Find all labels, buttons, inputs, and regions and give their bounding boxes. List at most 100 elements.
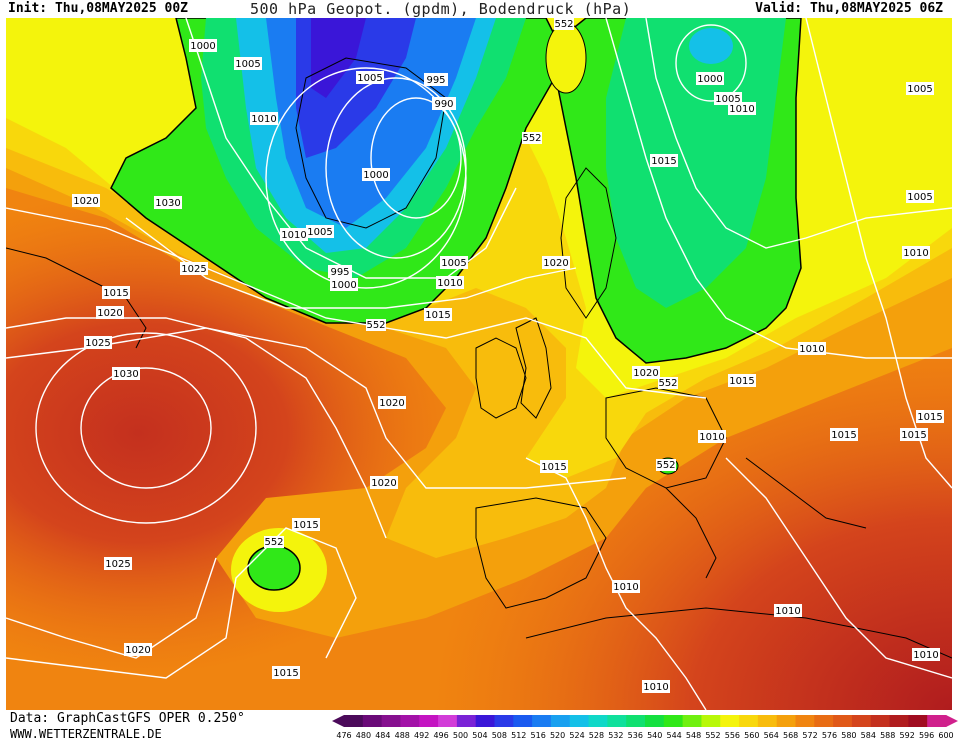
isobar-label: 552 [366,319,386,331]
svg-text:1010: 1010 [775,606,800,617]
scale-cell [344,715,364,727]
svg-text:552: 552 [554,19,573,30]
isobar-label: 1010 [612,580,640,593]
svg-text:1000: 1000 [190,41,215,52]
scale-cell [663,715,684,727]
isobar-label: 1025 [180,262,208,275]
scale-cell [795,715,815,727]
scale-tick-label: 488 [395,731,410,740]
svg-text:1005: 1005 [715,94,740,105]
svalbard-ridge-yellow [545,22,587,94]
scale-tick-label: 540 [647,731,662,740]
scale-cell [588,715,608,727]
svg-text:1010: 1010 [643,682,668,693]
scale-tick-label: 556 [725,731,740,740]
scale-cell [381,715,401,727]
isobar-label: 1000 [696,72,724,85]
map-title: 500 hPa Geopot. (gpdm), Bodendruck (hPa) [250,0,632,18]
svg-text:1020: 1020 [543,258,568,269]
isobar-label: 1015 [424,308,452,321]
svg-text:1020: 1020 [371,478,396,489]
svg-text:1005: 1005 [907,192,932,203]
svg-text:1015: 1015 [293,520,318,531]
isobar-label: 1015 [900,428,928,441]
scale-arrow-right [946,715,958,727]
isobar-label: 1015 [540,460,568,473]
isobar-label: 1015 [916,410,944,423]
svg-text:1020: 1020 [73,196,98,207]
isobar-label: 1020 [378,396,406,409]
map-header: Init: Thu,08MAY2025 00Z 500 hPa Geopot. … [0,0,959,18]
scale-tick-label: 600 [938,731,953,740]
scale-cell [645,715,665,727]
svg-text:552: 552 [656,460,675,471]
isobar-label: 552 [554,18,574,30]
scale-cell [776,715,796,727]
weather-map: 1000 1005 995 1005 990 552 1000 1005 101… [6,18,952,710]
isobar-labels: 1000 1005 995 1005 990 552 1000 1005 101… [72,18,944,693]
svg-text:1010: 1010 [437,278,462,289]
scale-tick-label: 500 [453,731,468,740]
isobar-label: 1005 [714,92,742,105]
scale-cell [438,715,458,727]
scale-tick-label: 476 [336,731,351,740]
isobar-label: 1010 [280,228,308,241]
scale-cell [550,715,571,727]
svg-text:1010: 1010 [729,104,754,115]
scale-labels: 476 480 484 488 492 496 500 504 508 512 516 520 524 5… [336,731,953,740]
svg-text:1020: 1020 [379,398,404,409]
svg-text:1030: 1030 [155,198,180,209]
isobar-label: 1020 [96,306,124,319]
isobar-label: 1015 [292,518,320,531]
svg-text:1005: 1005 [307,227,332,238]
scale-cell [475,715,495,727]
isobar-label: 1020 [632,366,660,379]
isobar-label: 1000 [189,39,217,52]
coastlines [6,57,952,659]
svg-text:1025: 1025 [181,264,206,275]
svg-text:1005: 1005 [235,59,260,70]
isobar-label: 1025 [104,557,132,570]
svg-text:1015: 1015 [273,668,298,679]
isobar-label: 1010 [642,680,670,693]
svg-text:1005: 1005 [441,258,466,269]
scale-cell [513,715,533,727]
scale-tick-label: 528 [589,731,604,740]
scale-tick-label: 564 [764,731,779,740]
svg-text:1020: 1020 [125,645,150,656]
isobar-label: 1010 [912,648,940,661]
svg-text:995: 995 [330,267,349,278]
svg-text:1010: 1010 [699,432,724,443]
isobar-label: 1030 [112,367,140,380]
scale-tick-label: 508 [492,731,507,740]
svg-text:1020: 1020 [633,368,658,379]
isobar-label: 1020 [124,643,152,656]
scale-cell [833,715,853,727]
isobar-label: 552 [264,536,284,548]
isobar-label: 1005 [356,71,384,84]
scale-tick-label: 504 [472,731,487,740]
isobar-label: 1020 [72,194,100,207]
scale-cell [908,715,928,727]
svg-text:995: 995 [426,75,445,86]
website-link[interactable]: WWW.WETTERZENTRALE.DE [10,727,162,741]
scale-cell [851,715,872,727]
scale-tick-label: 496 [433,731,448,740]
scale-cell [419,715,439,727]
scale-tick-label: 576 [822,731,837,740]
isobar-label: 1010 [902,246,930,259]
isobar-label: 1005 [440,256,468,269]
scale-tick-label: 592 [900,731,915,740]
isobar-label: 1015 [650,154,678,167]
isobar-label: 552 [522,132,542,144]
svg-text:1000: 1000 [697,74,722,85]
isobar-label: 552 [658,377,678,389]
scale-cell [757,715,778,727]
isobar-label: 1020 [542,256,570,269]
svg-text:1015: 1015 [541,462,566,473]
isobar-label: 1005 [234,57,262,70]
geopotential-color-scale: 476 480 484 488 492 496 500 504 508 512 516 520 524 5… [332,715,958,740]
isobar-label: 1015 [272,666,300,679]
northeast-low-cyan [689,28,733,64]
svg-text:552: 552 [658,378,677,389]
